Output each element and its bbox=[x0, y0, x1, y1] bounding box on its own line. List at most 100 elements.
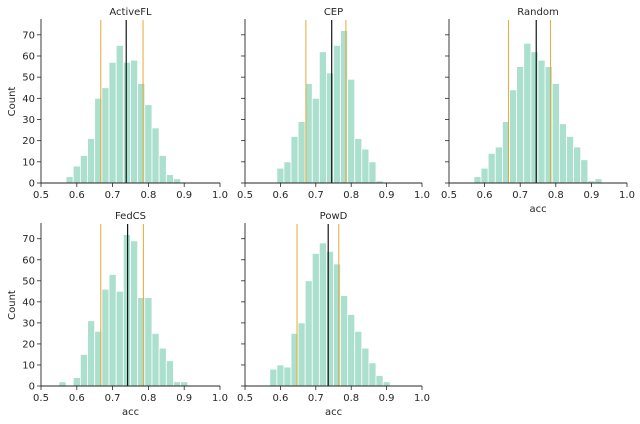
histogram-bar bbox=[368, 362, 377, 387]
x-tick-label: 0.8 bbox=[140, 190, 156, 201]
histogram-bar bbox=[144, 104, 153, 184]
histogram-bar bbox=[487, 152, 496, 184]
histogram-bar bbox=[87, 138, 96, 184]
x-tick-label: 1.0 bbox=[212, 190, 228, 201]
histogram-bar bbox=[523, 42, 532, 184]
histogram-bar bbox=[558, 123, 567, 184]
x-tick-label: 0.5 bbox=[441, 190, 457, 201]
y-tick-label: 30 bbox=[22, 115, 35, 126]
histogram-bar bbox=[122, 61, 131, 184]
histogram-bar bbox=[151, 333, 160, 387]
x-tick-label: 0.5 bbox=[237, 393, 253, 404]
histogram-bar bbox=[115, 45, 124, 184]
panel-random: 0.5 0.6 0.7 0.8 0.9 1.0 Random acc bbox=[441, 7, 635, 215]
histogram-bar bbox=[354, 138, 363, 184]
histogram-bar bbox=[368, 161, 377, 184]
x-tick-label: 0.7 bbox=[308, 393, 324, 404]
x-tick-label: 0.5 bbox=[237, 190, 253, 201]
histogram-bar bbox=[544, 66, 553, 184]
histogram-bar bbox=[340, 295, 349, 387]
x-tick-label: 1.0 bbox=[212, 393, 228, 404]
x-tick-label: 0.5 bbox=[33, 393, 49, 404]
histogram-bar bbox=[180, 381, 189, 387]
histogram-bar bbox=[276, 167, 285, 184]
panel-title: FedCS bbox=[115, 211, 146, 222]
histogram-bar bbox=[473, 176, 482, 184]
histogram-bar bbox=[361, 148, 370, 184]
x-tick-label: 0.8 bbox=[140, 393, 156, 404]
histogram-bar bbox=[333, 45, 341, 184]
x-tick-label: 0.6 bbox=[272, 393, 288, 404]
histogram-bar bbox=[566, 136, 574, 184]
y-tick-label: 60 bbox=[22, 51, 35, 62]
histogram-bar bbox=[158, 347, 167, 387]
x-axis-label: acc bbox=[122, 407, 139, 418]
histogram-bar bbox=[516, 66, 525, 184]
histogram-bar bbox=[297, 121, 306, 184]
x-tick-label: 0.6 bbox=[69, 393, 85, 404]
y-tick-label: 30 bbox=[22, 318, 35, 329]
histogram-bar bbox=[72, 377, 81, 387]
histogram-bar bbox=[530, 51, 539, 184]
x-tick-label: 0.9 bbox=[379, 190, 395, 201]
y-tick-label: 70 bbox=[22, 234, 35, 245]
histogram-bar bbox=[115, 290, 124, 387]
panel-powd: 0.5 0.6 0.7 0.8 0.9 1.0 PowD acc bbox=[237, 211, 430, 418]
x-tick-label: 0.6 bbox=[272, 190, 288, 201]
panel-activefl: 0.5 0.6 0.7 0.8 0.9 1.0 0 10 20 30 40 50 60 70 ActiveF… bbox=[7, 7, 228, 201]
x-axis-label: acc bbox=[325, 407, 342, 418]
x-tick-label: 0.9 bbox=[379, 393, 395, 404]
y-tick-label: 60 bbox=[22, 255, 35, 266]
y-axis-label: Count bbox=[7, 87, 18, 117]
x-tick-label: 1.0 bbox=[414, 190, 430, 201]
histogram-bar bbox=[79, 354, 88, 387]
histogram-bar bbox=[347, 314, 356, 387]
histogram-bar bbox=[165, 174, 174, 184]
panel-cep: 0.5 0.6 0.7 0.8 0.9 1.0 CEP bbox=[237, 7, 430, 201]
y-tick-label: 10 bbox=[22, 157, 35, 168]
histogram-bar bbox=[551, 83, 560, 184]
histogram-bar bbox=[269, 368, 278, 387]
y-tick-label: 50 bbox=[22, 276, 35, 287]
histogram-bar bbox=[347, 78, 356, 184]
x-tick-label: 0.8 bbox=[343, 393, 359, 404]
y-tick-label: 40 bbox=[22, 94, 35, 105]
x-tick-label: 0.9 bbox=[176, 393, 192, 404]
histogram-bar bbox=[108, 61, 117, 184]
histogram-bar bbox=[130, 59, 139, 184]
panel-title: PowD bbox=[320, 211, 348, 222]
panel-title: Random bbox=[517, 7, 558, 18]
x-tick-label: 0.7 bbox=[308, 190, 324, 201]
histogram-bar bbox=[130, 240, 139, 387]
histogram-bar bbox=[165, 360, 174, 387]
histogram-bar bbox=[79, 155, 88, 184]
histogram-bar bbox=[494, 146, 503, 184]
histogram-bar bbox=[594, 178, 603, 184]
histogram-bar bbox=[173, 381, 182, 387]
histogram-bar bbox=[354, 330, 363, 387]
y-tick-label: 50 bbox=[22, 73, 35, 84]
histogram-bar bbox=[340, 30, 349, 184]
histogram-bar bbox=[276, 364, 285, 387]
x-tick-label: 0.6 bbox=[477, 190, 493, 201]
y-tick-label: 0 bbox=[29, 382, 35, 393]
x-tick-label: 0.8 bbox=[548, 190, 564, 201]
histogram-bar bbox=[144, 297, 153, 387]
x-tick-label: 0.7 bbox=[105, 190, 121, 201]
histogram-bar bbox=[382, 381, 391, 387]
histogram-bar bbox=[122, 234, 131, 387]
y-tick-label: 40 bbox=[22, 297, 35, 308]
y-tick-label: 20 bbox=[22, 136, 35, 147]
y-axis-label: Count bbox=[7, 290, 18, 320]
histogram-bar bbox=[158, 155, 167, 184]
x-tick-label: 0.5 bbox=[33, 190, 49, 201]
histogram-bar bbox=[311, 97, 320, 184]
histogram-bar bbox=[318, 242, 327, 387]
histogram-bar bbox=[101, 288, 110, 387]
x-tick-label: 0.8 bbox=[343, 190, 359, 201]
histogram-bar bbox=[290, 136, 299, 184]
histogram-bar bbox=[573, 146, 582, 184]
y-tick-label: 10 bbox=[22, 360, 35, 371]
panel-title: ActiveFL bbox=[109, 7, 152, 18]
